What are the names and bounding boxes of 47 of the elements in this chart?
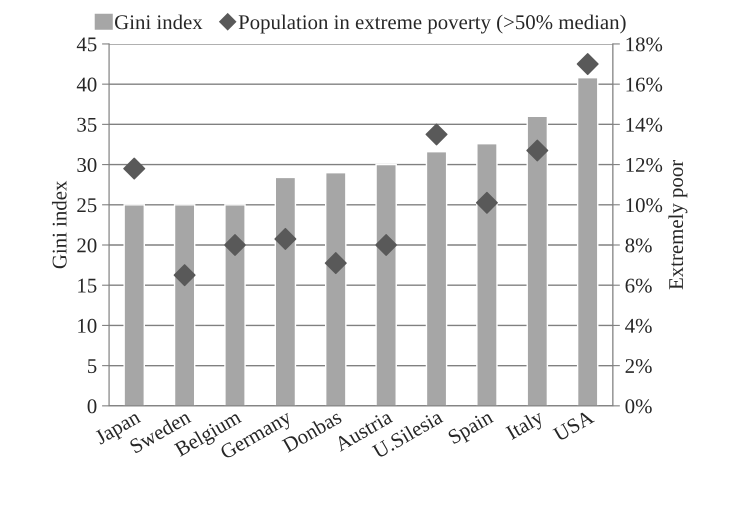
bar bbox=[224, 204, 246, 406]
bar bbox=[526, 116, 548, 406]
point bbox=[526, 140, 548, 162]
point bbox=[224, 234, 246, 256]
point bbox=[375, 234, 398, 256]
y2-tick-label: 6% bbox=[626, 278, 652, 293]
bar bbox=[476, 142, 498, 406]
x-tick-label: USA bbox=[552, 409, 595, 442]
bar bbox=[324, 172, 347, 406]
point bbox=[476, 192, 498, 214]
legend-label: Population in extreme poverty (>50% median) bbox=[238, 14, 626, 34]
y-tick-label: 15 bbox=[78, 278, 96, 293]
x-tick-label: Italy bbox=[504, 408, 547, 444]
y-tick-label: 10 bbox=[78, 318, 96, 333]
y2-tick-label: 10% bbox=[626, 198, 662, 212]
point bbox=[576, 53, 599, 76]
y2-tick-label: 18% bbox=[626, 37, 662, 52]
y2-axis-title: Extremely poor bbox=[668, 160, 688, 290]
y-tick-label: 30 bbox=[77, 158, 96, 172]
y2-tick-label: 4% bbox=[625, 318, 652, 333]
bar bbox=[426, 151, 448, 406]
bar bbox=[274, 176, 296, 406]
y-axis-title: Gini index bbox=[52, 180, 67, 268]
point bbox=[274, 228, 296, 250]
point bbox=[174, 264, 196, 286]
y2-tick-label: 8% bbox=[625, 238, 652, 252]
y-tick-label: 40 bbox=[76, 78, 96, 92]
y-tick-label: 35 bbox=[77, 118, 96, 132]
y2-tick-label: 14% bbox=[626, 118, 662, 132]
y-tick-label: 5 bbox=[88, 359, 96, 374]
y2-tick-label: 16% bbox=[626, 78, 662, 92]
y-tick-label: 45 bbox=[76, 37, 96, 52]
y-tick-label: 20 bbox=[77, 238, 96, 252]
bar bbox=[375, 164, 397, 406]
bar bbox=[174, 204, 196, 406]
x-tick-label: Spain bbox=[447, 409, 496, 448]
point bbox=[123, 158, 146, 180]
y-tick-label: 25 bbox=[77, 198, 96, 212]
y2-tick-label: 12% bbox=[626, 158, 662, 172]
point bbox=[426, 123, 448, 146]
legend-label: Gini index bbox=[115, 14, 202, 30]
y2-tick-label: 0% bbox=[625, 399, 652, 414]
y2-tick-label: 2% bbox=[626, 359, 652, 374]
bar bbox=[123, 204, 146, 406]
point bbox=[324, 252, 347, 274]
bar bbox=[576, 77, 598, 406]
y-tick-label: 0 bbox=[88, 399, 96, 414]
